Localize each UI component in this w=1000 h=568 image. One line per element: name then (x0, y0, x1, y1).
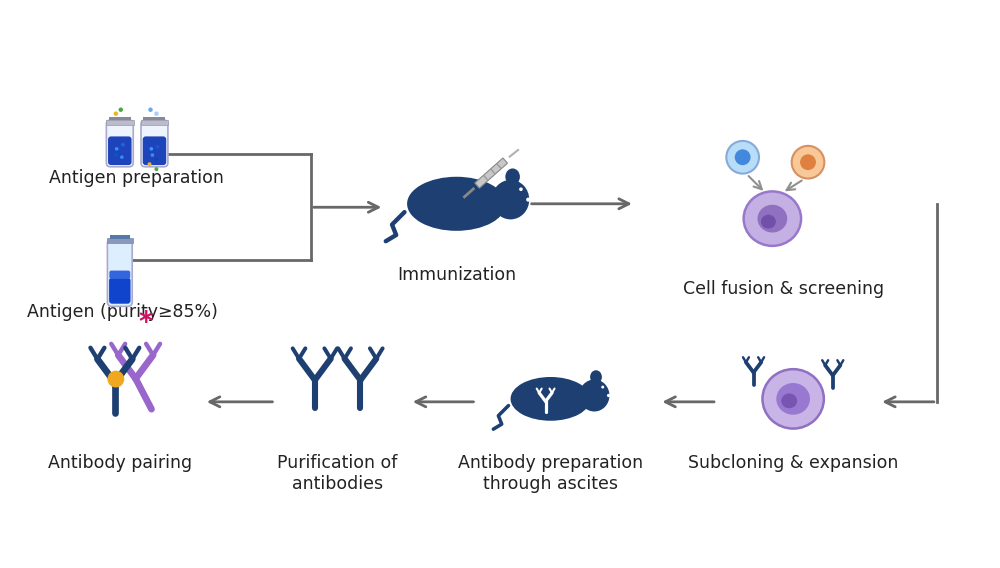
Ellipse shape (120, 155, 124, 159)
Text: Subcloning & expansion: Subcloning & expansion (688, 454, 898, 473)
Ellipse shape (590, 370, 602, 384)
Bar (107, 239, 133, 243)
Ellipse shape (762, 369, 824, 429)
Ellipse shape (800, 154, 816, 170)
Ellipse shape (150, 147, 153, 151)
Ellipse shape (156, 145, 159, 149)
FancyBboxPatch shape (108, 136, 132, 165)
Ellipse shape (776, 383, 810, 415)
Ellipse shape (792, 146, 824, 178)
Ellipse shape (407, 177, 506, 231)
Text: *: * (138, 308, 153, 337)
Ellipse shape (148, 107, 153, 112)
Ellipse shape (115, 147, 119, 151)
Bar (141, 120, 168, 124)
Ellipse shape (121, 143, 125, 147)
FancyBboxPatch shape (143, 136, 166, 165)
Ellipse shape (492, 180, 529, 219)
Ellipse shape (519, 187, 523, 191)
Text: Antibody pairing: Antibody pairing (48, 454, 192, 473)
Ellipse shape (726, 141, 759, 174)
Ellipse shape (758, 205, 787, 232)
Ellipse shape (526, 198, 530, 202)
Ellipse shape (607, 394, 610, 397)
Ellipse shape (154, 111, 159, 116)
Ellipse shape (151, 153, 154, 157)
FancyBboxPatch shape (141, 120, 168, 167)
Ellipse shape (155, 157, 158, 161)
Ellipse shape (761, 215, 776, 228)
Ellipse shape (744, 191, 801, 246)
FancyBboxPatch shape (109, 270, 130, 279)
Ellipse shape (579, 379, 609, 411)
Text: Cell fusion & screening: Cell fusion & screening (683, 280, 884, 298)
Ellipse shape (511, 377, 591, 421)
Polygon shape (475, 158, 508, 188)
Ellipse shape (119, 107, 123, 112)
Bar (110, 236, 130, 239)
Ellipse shape (735, 149, 751, 165)
Bar (109, 117, 131, 120)
Text: Antigen (purity≥85%): Antigen (purity≥85%) (27, 303, 218, 321)
Ellipse shape (601, 386, 604, 389)
Text: Purification of
antibodies: Purification of antibodies (277, 454, 398, 493)
Ellipse shape (154, 167, 158, 171)
Ellipse shape (781, 394, 797, 408)
Ellipse shape (505, 169, 520, 185)
FancyBboxPatch shape (106, 120, 133, 167)
FancyBboxPatch shape (107, 239, 132, 306)
Ellipse shape (148, 162, 151, 166)
Ellipse shape (114, 111, 118, 116)
Bar (106, 120, 134, 124)
Text: Immunization: Immunization (397, 266, 516, 284)
Ellipse shape (114, 153, 117, 157)
Text: Antigen preparation: Antigen preparation (49, 169, 224, 187)
Bar (143, 117, 165, 120)
FancyBboxPatch shape (109, 278, 131, 304)
Ellipse shape (107, 371, 124, 387)
Text: Antibody preparation
through ascites: Antibody preparation through ascites (458, 454, 643, 493)
